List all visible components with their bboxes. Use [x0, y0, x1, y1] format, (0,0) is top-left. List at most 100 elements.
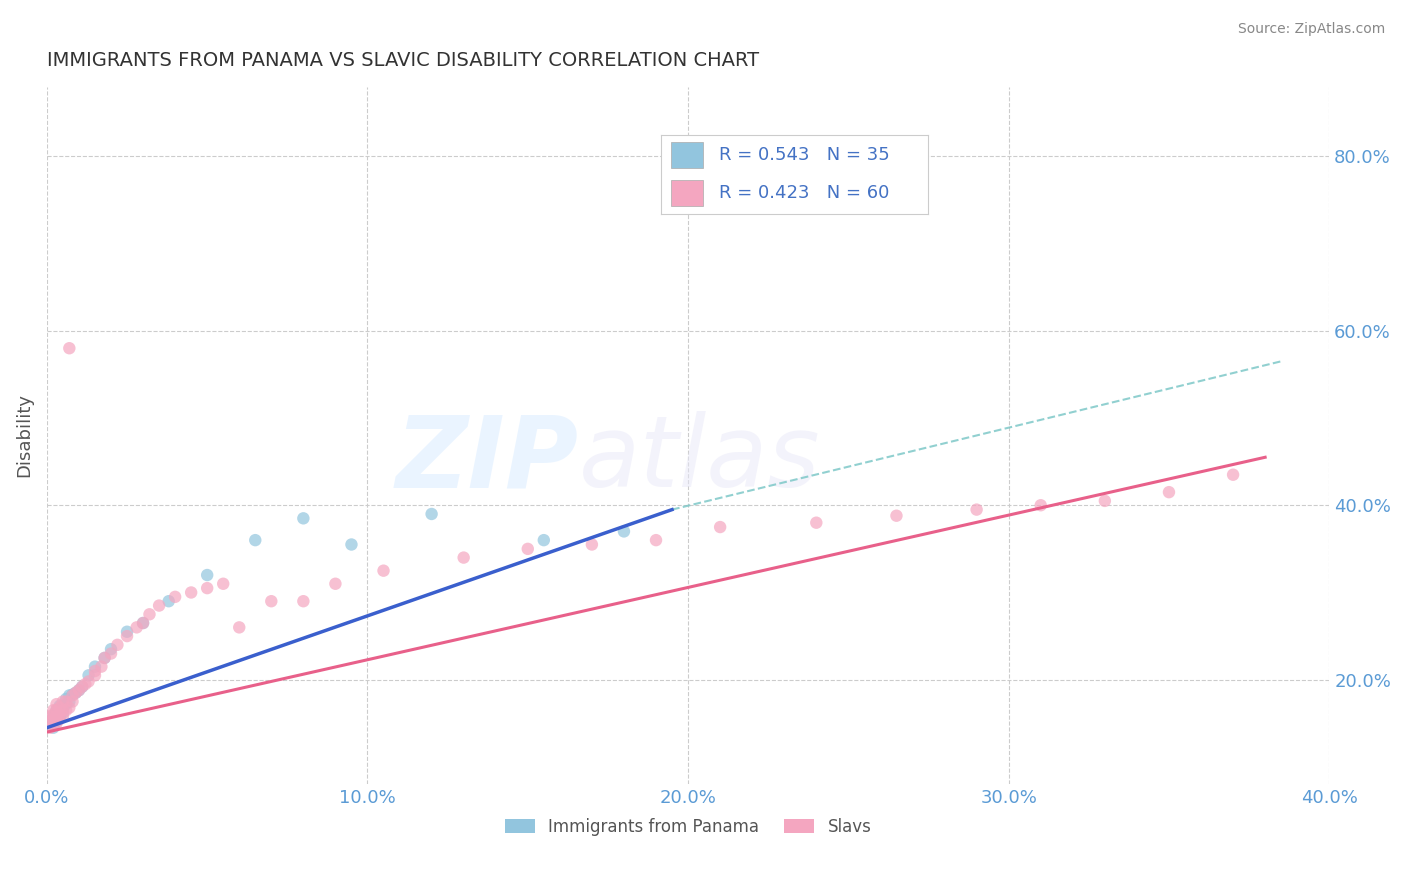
- Point: [613, 524, 636, 539]
- Text: R = 0.543   N = 35: R = 0.543 N = 35: [720, 146, 890, 164]
- Point: [45, 707, 67, 722]
- Point: [67, 683, 90, 698]
- Point: [42, 718, 65, 732]
- Point: [90, 659, 112, 673]
- Point: [55, 697, 77, 711]
- Point: [42, 721, 65, 735]
- Point: [165, 590, 187, 604]
- Point: [806, 516, 828, 530]
- Point: [42, 712, 65, 726]
- Bar: [671, 180, 703, 205]
- Point: [42, 712, 65, 726]
- Point: [39, 714, 62, 729]
- Point: [42, 707, 65, 722]
- Point: [1157, 485, 1180, 500]
- Point: [67, 683, 90, 698]
- Point: [516, 541, 538, 556]
- Point: [125, 620, 148, 634]
- Point: [340, 537, 363, 551]
- Point: [1029, 498, 1052, 512]
- Text: ZIP: ZIP: [396, 411, 579, 508]
- Point: [132, 615, 155, 630]
- Point: [45, 709, 67, 723]
- Y-axis label: Disability: Disability: [15, 393, 32, 477]
- Point: [966, 502, 988, 516]
- Point: [39, 718, 62, 732]
- Point: [373, 564, 395, 578]
- Point: [55, 694, 77, 708]
- Point: [84, 659, 107, 673]
- Point: [1222, 467, 1244, 482]
- Point: [52, 709, 75, 723]
- Point: [45, 697, 67, 711]
- Point: [48, 698, 70, 713]
- Point: [42, 703, 65, 717]
- Point: [58, 694, 80, 708]
- Bar: [671, 143, 703, 168]
- Point: [195, 581, 218, 595]
- Point: [62, 689, 84, 703]
- Point: [325, 576, 347, 591]
- Point: [84, 664, 107, 678]
- Point: [48, 709, 70, 723]
- Point: [107, 638, 129, 652]
- Point: [65, 686, 87, 700]
- Point: [77, 668, 100, 682]
- Point: [93, 651, 115, 665]
- Point: [55, 703, 77, 717]
- Point: [58, 689, 80, 703]
- Point: [65, 686, 87, 700]
- Point: [45, 703, 67, 717]
- Point: [420, 507, 443, 521]
- Point: [645, 533, 668, 548]
- Point: [45, 703, 67, 717]
- Point: [77, 674, 100, 689]
- Point: [39, 709, 62, 723]
- Point: [93, 651, 115, 665]
- Point: [709, 520, 731, 534]
- Point: [70, 680, 93, 694]
- Point: [581, 537, 603, 551]
- Point: [52, 703, 75, 717]
- Point: [52, 706, 75, 720]
- Point: [45, 714, 67, 729]
- Point: [52, 694, 75, 708]
- Point: [292, 511, 315, 525]
- Point: [75, 677, 97, 691]
- Point: [1094, 494, 1116, 508]
- Point: [195, 568, 218, 582]
- Text: R = 0.423   N = 60: R = 0.423 N = 60: [720, 184, 890, 202]
- Point: [100, 647, 122, 661]
- Point: [245, 533, 267, 548]
- Point: [212, 576, 235, 591]
- Point: [39, 721, 62, 735]
- Point: [886, 508, 908, 523]
- Point: [115, 629, 138, 643]
- Point: [48, 712, 70, 726]
- Point: [45, 716, 67, 731]
- Point: [42, 709, 65, 723]
- Point: [100, 642, 122, 657]
- Point: [70, 680, 93, 694]
- Point: [157, 594, 180, 608]
- Point: [453, 550, 475, 565]
- Point: [48, 700, 70, 714]
- Point: [48, 707, 70, 722]
- Text: Source: ZipAtlas.com: Source: ZipAtlas.com: [1237, 22, 1385, 37]
- Point: [58, 341, 80, 355]
- Point: [52, 700, 75, 714]
- Point: [62, 688, 84, 702]
- Point: [62, 694, 84, 708]
- Point: [292, 594, 315, 608]
- Point: [58, 700, 80, 714]
- Legend: Immigrants from Panama, Slavs: Immigrants from Panama, Slavs: [498, 811, 877, 842]
- Point: [115, 624, 138, 639]
- Point: [148, 599, 170, 613]
- Text: atlas: atlas: [579, 411, 821, 508]
- Text: IMMIGRANTS FROM PANAMA VS SLAVIC DISABILITY CORRELATION CHART: IMMIGRANTS FROM PANAMA VS SLAVIC DISABIL…: [46, 51, 759, 70]
- Point: [260, 594, 283, 608]
- Point: [533, 533, 555, 548]
- Point: [138, 607, 160, 622]
- Point: [84, 668, 107, 682]
- Point: [48, 705, 70, 719]
